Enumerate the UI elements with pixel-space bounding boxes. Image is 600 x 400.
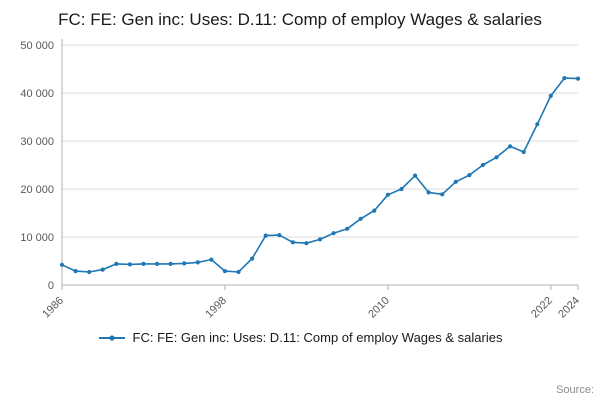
data-point: [168, 261, 173, 267]
y-tick-label: 20 000: [20, 184, 54, 196]
data-point: [277, 233, 282, 238]
data-point: [453, 179, 458, 184]
data-point: [87, 269, 92, 275]
data-point: [575, 76, 581, 81]
data-point: [236, 269, 241, 275]
data-point: [141, 261, 146, 267]
data-point: [155, 261, 160, 267]
data-point: [59, 262, 65, 267]
data-point: [331, 231, 336, 236]
x-tick-label: 2024: [556, 295, 582, 321]
line-chart: 0 10 000 20 000 30 000 40 000 50 000 1986 1998 2…: [20, 39, 582, 321]
data-point: [304, 241, 309, 246]
data-point: [521, 149, 526, 155]
data-point: [290, 240, 295, 245]
data-point: [535, 122, 540, 127]
y-tick-label: 0: [48, 280, 54, 292]
data-point: [467, 173, 472, 178]
data-point: [100, 267, 105, 272]
source-label: Source:: [556, 384, 594, 396]
data-point: [358, 216, 363, 221]
data-point: [385, 192, 390, 197]
data-point: [426, 190, 431, 195]
y-tick-label: 50 000: [20, 40, 54, 52]
data-point: [494, 155, 499, 160]
x-tick-label: 1998: [203, 295, 229, 321]
x-tick-label: 1986: [40, 295, 66, 321]
data-point: [263, 233, 268, 238]
legend-label: FC: FE: Gen inc: Uses: D.11: Comp of emp…: [132, 330, 503, 346]
legend[interactable]: FC: FE: Gen inc: Uses: D.11: Comp of emp…: [0, 330, 600, 345]
data-point: [440, 192, 445, 197]
data-point: [182, 261, 187, 266]
data-point: [480, 162, 485, 168]
data-point: [548, 93, 553, 99]
data-point: [222, 269, 227, 274]
series-line: [61, 77, 579, 273]
data-point: [399, 186, 404, 192]
data-point: [508, 144, 513, 149]
data-point: [372, 208, 377, 213]
y-tick-label: 10 000: [20, 232, 54, 244]
data-point: [73, 269, 78, 274]
chart-title: FC: FE: Gen inc: Uses: D.11: Comp of emp…: [58, 10, 542, 29]
data-point: [562, 76, 567, 81]
data-point: [127, 262, 132, 267]
data-point: [114, 261, 119, 267]
data-point: [195, 260, 200, 265]
y-tick-label: 40 000: [20, 88, 54, 100]
legend-line-marker: [98, 334, 125, 341]
y-tick-label: 30 000: [20, 136, 54, 148]
data-point: [250, 256, 255, 261]
data-point: [413, 173, 418, 178]
x-tick-label: 2022: [529, 295, 555, 321]
data-point: [317, 237, 323, 242]
data-point: [345, 226, 350, 231]
data-point: [209, 257, 214, 262]
x-tick-label: 2010: [366, 295, 392, 321]
